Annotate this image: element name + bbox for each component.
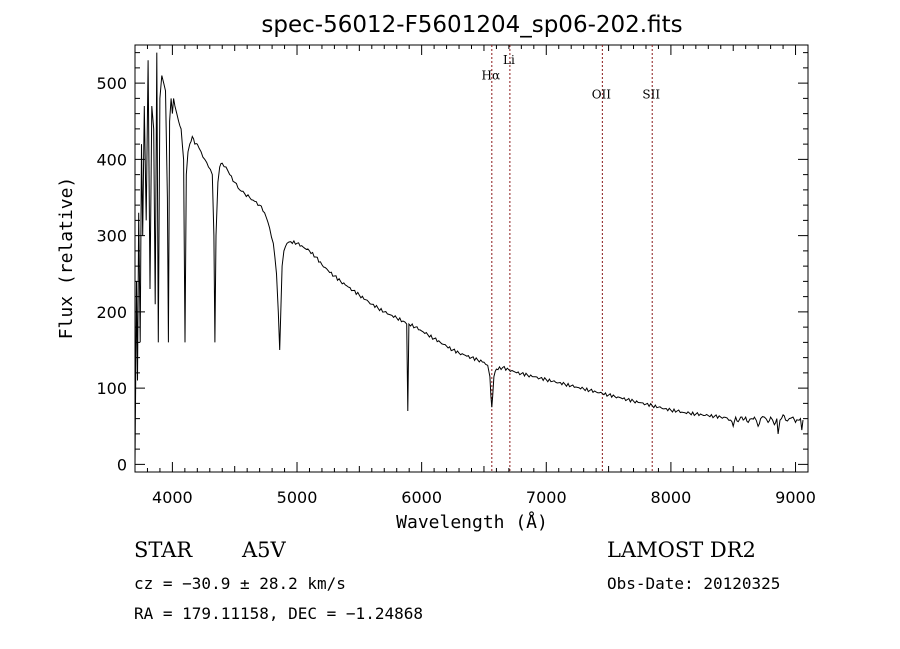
spectral-line-label: Hα <box>482 68 501 82</box>
x-tick-label: 5000 <box>277 488 318 507</box>
axis-ticks: 4000 5000 6000 7000 8000 9000 0 100 200 300 400 500 <box>96 45 816 507</box>
y-tick-label: 0 <box>117 455 127 474</box>
x-tick-label: 9000 <box>775 488 816 507</box>
spectrum-series <box>134 52 804 465</box>
y-axis-label: Flux (relative) <box>56 177 77 340</box>
y-tick-label: 300 <box>96 227 127 246</box>
x-tick-label: 6000 <box>401 488 442 507</box>
spectrum-line <box>134 52 804 465</box>
x-tick-label: 8000 <box>651 488 692 507</box>
spectral-line-label: Li <box>503 53 515 67</box>
y-tick-label: 100 <box>96 379 127 398</box>
chart-title: spec-56012-F5601204_sp06-202.fits <box>261 12 682 38</box>
x-tick-label: 7000 <box>526 488 567 507</box>
plot-frame <box>134 44 809 473</box>
y-tick-label: 400 <box>96 150 127 169</box>
x-axis-label: Wavelength (Å) <box>396 511 548 533</box>
plot-border <box>134 44 809 473</box>
subclass-label: A5V <box>242 538 286 562</box>
obs-date-label: Obs-Date: 20120325 <box>607 574 781 593</box>
object-type-label: STAR <box>134 538 193 562</box>
spectral-line-label: OII <box>592 87 612 101</box>
coordinates-label: RA = 179.11158, DEC = −1.24868 <box>134 604 423 623</box>
y-tick-label: 200 <box>96 303 127 322</box>
y-tick-label: 500 <box>96 74 127 93</box>
spectral-line-label: SII <box>642 87 660 101</box>
survey-label: LAMOST DR2 <box>607 538 756 562</box>
redshift-label: cz = −30.9 ± 28.2 km/s <box>134 574 346 593</box>
x-tick-label: 4000 <box>152 488 193 507</box>
